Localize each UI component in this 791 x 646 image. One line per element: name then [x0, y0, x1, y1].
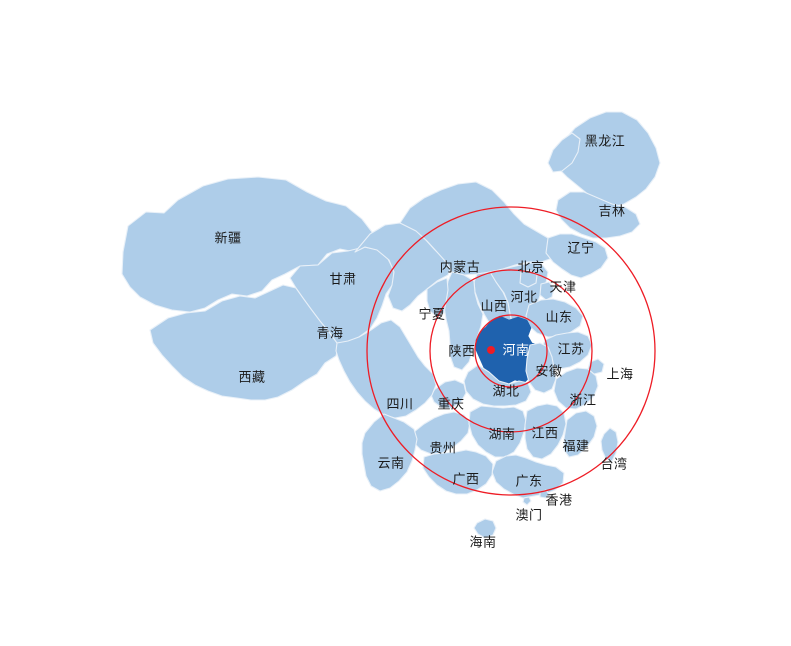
- city-beijing[interactable]: [519, 269, 538, 288]
- city-chongqing[interactable]: [430, 379, 467, 409]
- province-shapes-group: [121, 111, 661, 539]
- province-heilongjiang-north[interactable]: [547, 132, 581, 173]
- province-xizang[interactable]: [149, 284, 340, 401]
- province-label-guangdong[interactable]: 广东: [515, 474, 543, 490]
- province-label-fujian[interactable]: 福建: [562, 439, 590, 455]
- province-jiangxi[interactable]: [524, 403, 567, 460]
- province-label-hainan[interactable]: 海南: [469, 535, 497, 551]
- province-guangxi[interactable]: [422, 449, 494, 495]
- province-label-beijing[interactable]: 北京: [517, 260, 545, 276]
- province-label-liaoning[interactable]: 辽宁: [567, 241, 595, 257]
- province-label-guizhou[interactable]: 贵州: [429, 441, 457, 457]
- province-yunnan[interactable]: [361, 413, 418, 492]
- province-label-jilin[interactable]: 吉林: [598, 204, 626, 220]
- province-heilongjiang[interactable]: [551, 111, 661, 208]
- province-label-henan[interactable]: 河南: [502, 343, 530, 359]
- city-tianjin[interactable]: [539, 281, 555, 301]
- province-label-heilongjiang[interactable]: 黑龙江: [584, 134, 626, 150]
- province-jilin[interactable]: [555, 191, 641, 239]
- province-fujian[interactable]: [563, 410, 598, 458]
- province-label-hunan[interactable]: 湖南: [488, 427, 516, 443]
- province-label-neimenggu[interactable]: 内蒙古: [439, 260, 481, 276]
- radius-rings-group: [366, 206, 656, 496]
- province-label-shaanxi[interactable]: 陕西: [448, 344, 476, 360]
- province-xinjiang[interactable]: [121, 176, 373, 313]
- province-label-xizang[interactable]: 西藏: [238, 370, 266, 386]
- province-hainan[interactable]: [473, 518, 497, 539]
- province-liaoning[interactable]: [545, 233, 609, 279]
- province-label-taiwan[interactable]: 台湾: [600, 457, 628, 473]
- province-label-chongqing[interactable]: 重庆: [437, 397, 465, 413]
- province-label-sichuan[interactable]: 四川: [386, 397, 414, 413]
- province-label-jiangsu[interactable]: 江苏: [557, 342, 585, 358]
- middle-ring: [429, 269, 593, 433]
- province-label-gansu[interactable]: 甘肃: [329, 272, 357, 288]
- province-label-yunnan[interactable]: 云南: [377, 456, 405, 472]
- province-label-qinghai[interactable]: 青海: [316, 326, 344, 342]
- inner-ring: [474, 314, 548, 388]
- province-anhui[interactable]: [525, 342, 557, 394]
- outer-ring: [366, 206, 656, 496]
- province-hubei[interactable]: [463, 364, 532, 407]
- province-label-guangxi[interactable]: 广西: [452, 472, 480, 488]
- province-guizhou[interactable]: [413, 411, 471, 455]
- province-label-xinjiang[interactable]: 新疆: [214, 231, 242, 247]
- province-label-tianjin[interactable]: 天津: [549, 280, 577, 296]
- province-label-zhejiang[interactable]: 浙江: [569, 393, 597, 409]
- province-label-shanghai[interactable]: 上海: [606, 367, 634, 383]
- region-aomen[interactable]: [522, 496, 532, 506]
- province-label-jiangxi[interactable]: 江西: [531, 426, 559, 442]
- province-sichuan[interactable]: [335, 319, 437, 419]
- center-marker-dot[interactable]: [487, 346, 495, 354]
- province-label-hebei[interactable]: 河北: [510, 290, 538, 306]
- province-label-shandong[interactable]: 山东: [545, 310, 573, 326]
- province-label-xianggang[interactable]: 香港: [545, 493, 573, 509]
- province-label-anhui[interactable]: 安徽: [535, 364, 563, 380]
- province-label-ningxia[interactable]: 宁夏: [418, 307, 446, 323]
- province-label-hubei[interactable]: 湖北: [492, 384, 520, 400]
- province-label-shanxi-jin[interactable]: 山西: [480, 299, 508, 315]
- province-label-aomen[interactable]: 澳门: [515, 508, 543, 524]
